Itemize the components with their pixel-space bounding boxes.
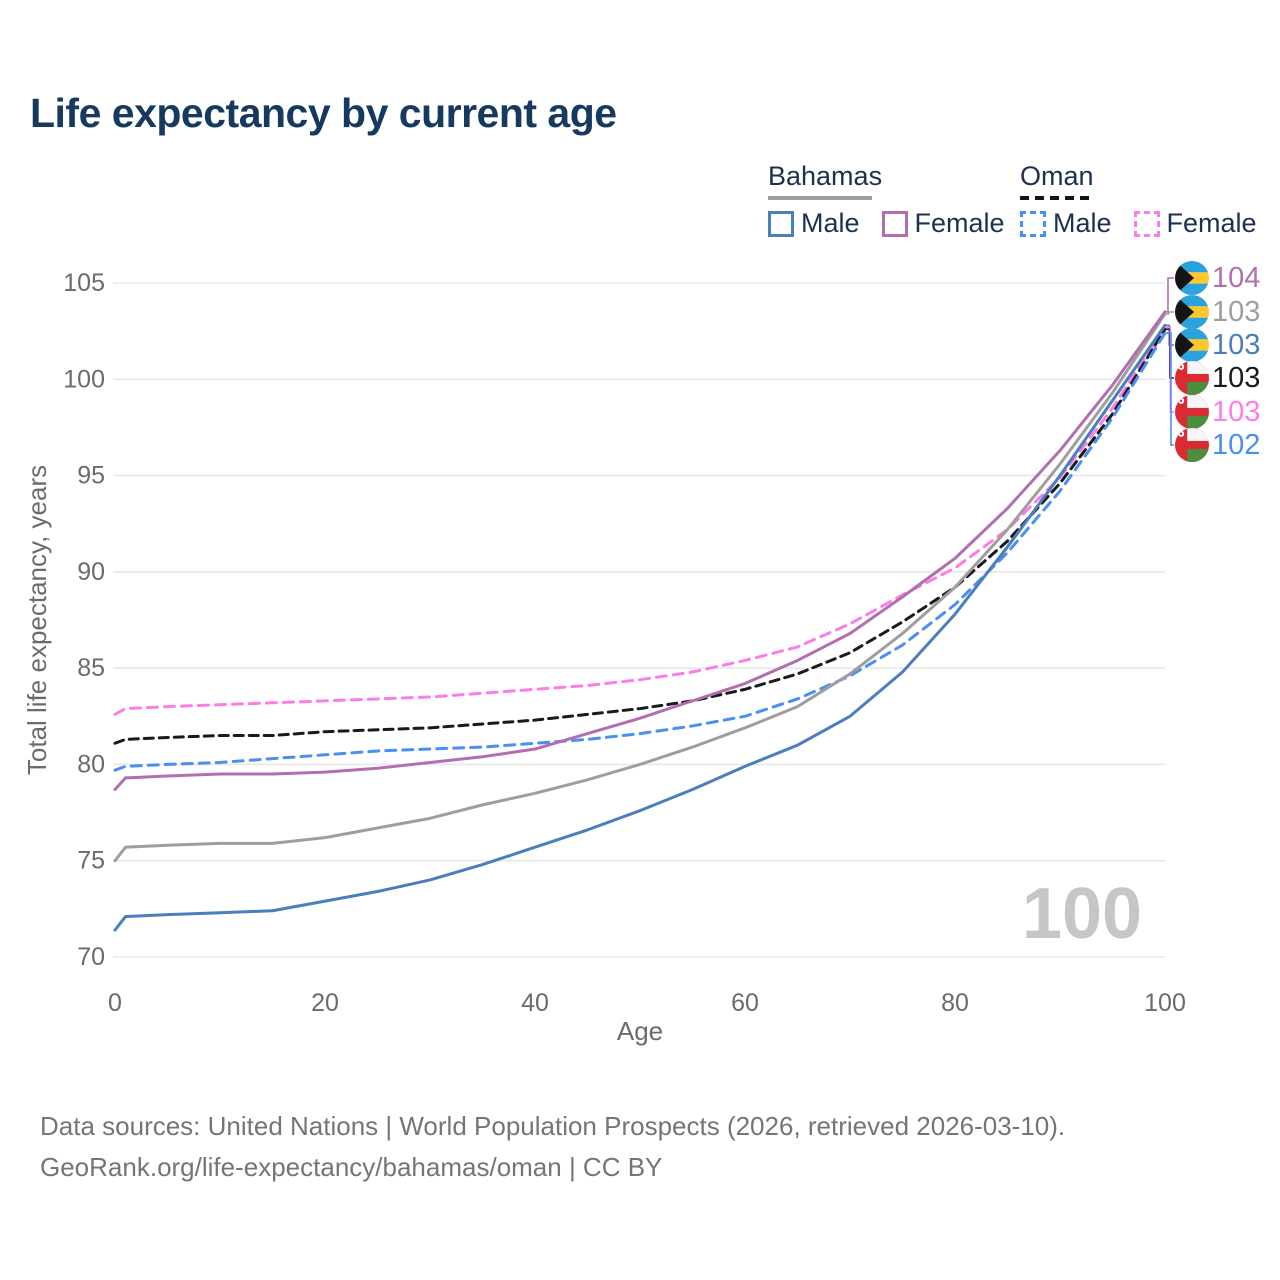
end-label-connector [1165,332,1174,446]
oman-flag-icon [1175,395,1209,429]
legend-item-bahamas-male[interactable]: Male [768,208,860,239]
x-tick-label: 0 [108,989,122,1017]
legend-label: Female [1166,208,1257,238]
series-line-bahamas-male [113,323,1167,932]
data-source-line2: GeoRank.org/life-expectancy/bahamas/oman… [40,1152,663,1182]
oman-dashed-line-swatch [1020,196,1092,200]
x-tick-label: 20 [311,989,339,1017]
end-value-label-bahamas: 103 [1212,296,1260,328]
y-tick-label: 75 [77,847,105,875]
y-tick-label: 90 [77,558,105,586]
end-value-label-bahamas-female: 104 [1212,262,1260,294]
end-value-label-bahamas-male: 103 [1212,329,1260,361]
x-tick-label: 40 [521,989,549,1017]
end-value-label-oman: 103 [1212,362,1260,394]
legend-item-oman-female[interactable]: Female [1133,208,1257,239]
oman-flag-icon [1175,428,1209,462]
page-title: Life expectancy by current age [30,90,617,136]
series-line-oman [113,327,1167,745]
y-tick-label: 85 [77,654,105,682]
x-axis-title: Age [617,1016,663,1046]
legend: Bahamas Male Female Oman Male Female [0,163,1280,243]
oman-female-swatch-icon [1133,210,1160,237]
bahamas-male-swatch-icon [768,210,794,237]
end-value-label-oman-male: 102 [1212,429,1260,461]
y-tick-label: 70 [77,943,105,971]
legend-item-bahamas-female[interactable]: Female [881,208,1005,239]
legend-label: Male [1053,208,1112,238]
legend-label: Female [914,208,1005,238]
series-line-oman-female [113,325,1167,716]
data-source-line1: Data sources: United Nations | World Pop… [40,1111,1066,1141]
bahamas-solid-line-swatch [768,196,872,200]
x-tick-label: 100 [1144,989,1186,1017]
end-label-connector [1165,277,1174,313]
bahamas-flag-icon [1175,328,1209,362]
oman-flag-icon [1175,361,1209,395]
line-chart: 70 75 80 85 90 95 100 105 0 20 40 60 80 100 Age Total l… [22,261,1260,1046]
bahamas-flag-icon [1175,295,1209,329]
legend-group-oman: Oman Male Female [1020,163,1257,239]
x-tick-label: 80 [941,989,969,1017]
oman-male-swatch-icon [1020,210,1046,237]
age-watermark: 100 [1022,874,1142,954]
legend-group-bahamas: Bahamas Male Female [768,163,1005,239]
end-label-connector [1165,328,1174,379]
series-line-bahamas [113,312,1167,863]
y-tick-label: 95 [77,462,105,490]
bahamas-female-swatch-icon [881,210,908,237]
legend-country-bahamas[interactable]: Bahamas [768,161,883,191]
y-axis-title: Total life expectancy, years [22,465,52,775]
end-value-label-oman-female: 103 [1212,396,1260,428]
y-tick-label: 80 [77,750,105,778]
series-line-oman-male [113,331,1167,772]
legend-country-oman[interactable]: Oman [1020,161,1094,191]
legend-label: Male [801,208,860,238]
legend-item-oman-male[interactable]: Male [1020,208,1112,239]
y-tick-label: 100 [63,365,105,393]
bahamas-flag-icon [1175,261,1209,295]
y-tick-label: 105 [63,269,105,297]
x-tick-label: 60 [731,989,759,1017]
end-label-connector [1165,311,1174,315]
data-source-note: Data sources: United Nations | World Pop… [40,1106,1065,1188]
series-line-bahamas-female [113,310,1167,791]
